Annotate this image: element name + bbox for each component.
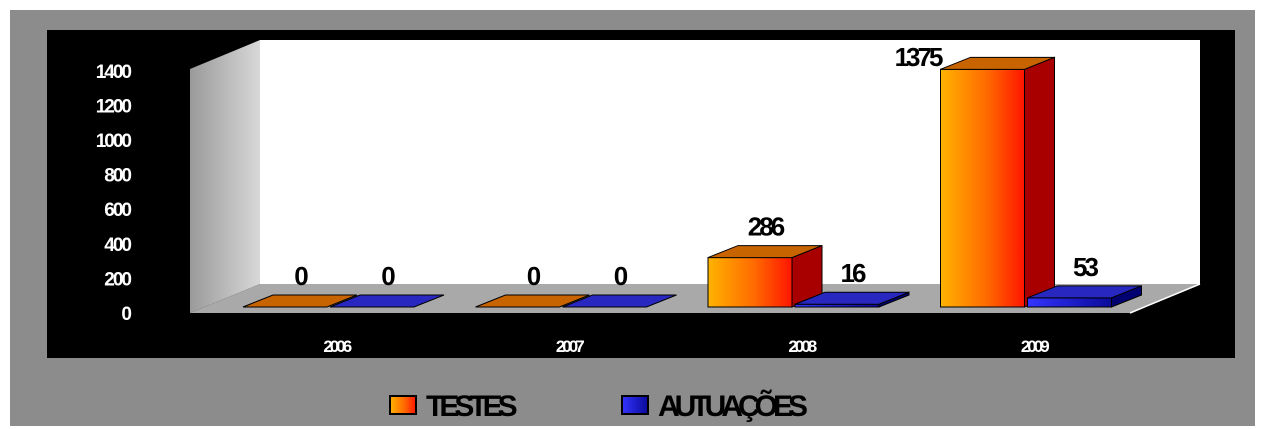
bar-front bbox=[1027, 297, 1112, 308]
legend-swatch-autuacoes bbox=[621, 395, 649, 415]
bars bbox=[242, 56, 1142, 308]
bar-front bbox=[707, 257, 793, 308]
y-axis: 0 200 400 600 800 1000 1200 1400 bbox=[96, 62, 134, 325]
y-tick-label: 400 bbox=[104, 235, 131, 256]
bar-top bbox=[475, 294, 590, 308]
data-label: 16 bbox=[841, 258, 866, 288]
x-axis: 2006 2007 2008 2009 bbox=[323, 337, 1052, 356]
legend: TESTES AUTUAÇÕES bbox=[389, 389, 812, 423]
side-wall bbox=[190, 40, 260, 313]
y-tick-label: 1200 bbox=[96, 96, 132, 117]
x-tick-label: 2009 bbox=[1021, 337, 1049, 356]
y-tick-label: 1400 bbox=[96, 62, 132, 83]
y-tick-label: 800 bbox=[104, 166, 131, 187]
y-tick-label: 200 bbox=[104, 269, 131, 290]
bar-autuaes-2009 bbox=[1027, 285, 1142, 308]
bar-top bbox=[242, 294, 358, 308]
bar-autuaes-2008 bbox=[794, 291, 910, 308]
back-wall bbox=[260, 40, 1200, 284]
bar-autuaes-2007 bbox=[562, 294, 677, 308]
bar-top bbox=[794, 291, 910, 305]
legend-label-testes: TESTES bbox=[426, 390, 517, 423]
legend-swatch-testes bbox=[389, 395, 417, 415]
y-tick-label: 600 bbox=[104, 200, 131, 221]
bar-top bbox=[329, 294, 445, 308]
y-tick-label: 1000 bbox=[96, 131, 132, 152]
x-tick-label: 2006 bbox=[323, 337, 351, 356]
data-label: 286 bbox=[748, 212, 785, 242]
bar-testes-2008 bbox=[707, 244, 823, 308]
floor-edge bbox=[1129, 283, 1201, 314]
data-label: 53 bbox=[1073, 252, 1098, 282]
legend-item-testes: TESTES bbox=[389, 390, 522, 423]
bar-top bbox=[1027, 285, 1142, 299]
x-tick-label: 2008 bbox=[788, 337, 816, 356]
bar-front bbox=[940, 68, 1025, 308]
bar-testes-2007 bbox=[475, 294, 590, 308]
bar-top bbox=[940, 56, 1055, 70]
legend-label-autuacoes: AUTUAÇÕES bbox=[658, 389, 807, 423]
y-tick-label: 0 bbox=[121, 304, 131, 325]
x-tick-label: 2007 bbox=[556, 337, 584, 356]
bar-top bbox=[707, 245, 823, 259]
bar-side bbox=[1024, 56, 1055, 308]
legend-item-autuacoes: AUTUAÇÕES bbox=[621, 389, 812, 423]
bar-top bbox=[562, 294, 677, 308]
bar-testes-2009 bbox=[940, 56, 1055, 308]
bar-autuaes-2006 bbox=[329, 294, 445, 308]
bar-testes-2006 bbox=[242, 294, 358, 308]
data-label: 1375 bbox=[895, 42, 943, 72]
